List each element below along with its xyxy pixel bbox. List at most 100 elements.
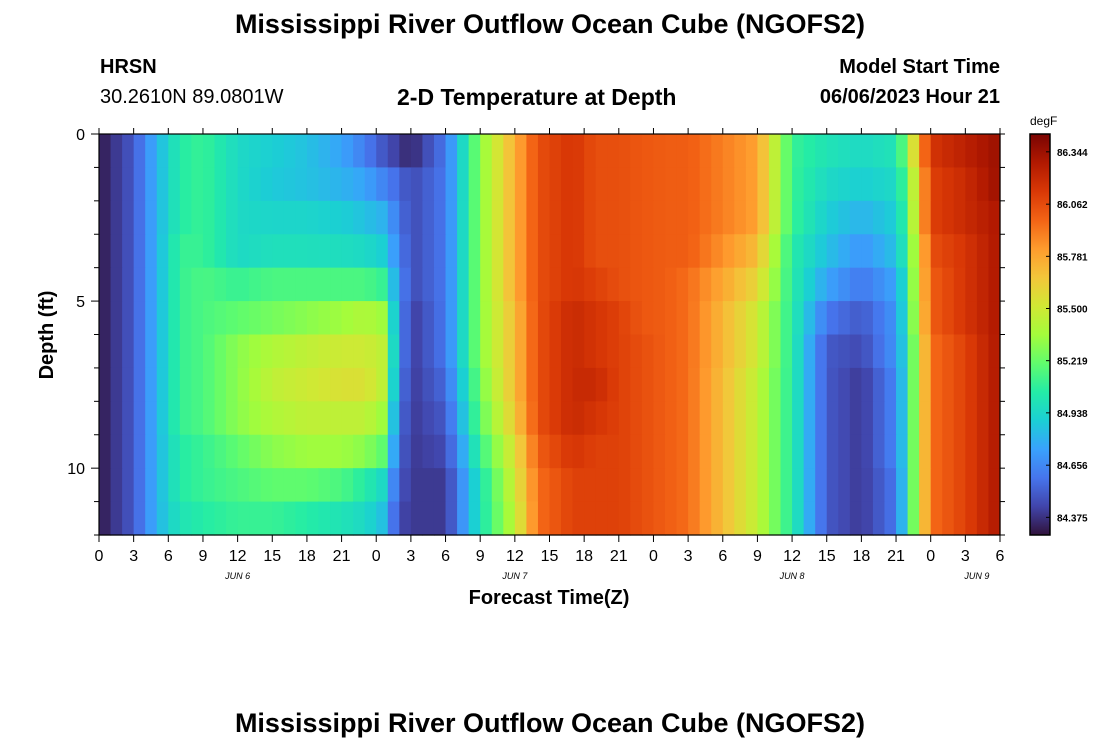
heatmap-cell (849, 301, 862, 336)
heatmap-cell (272, 334, 285, 369)
heatmap-cell (537, 334, 551, 369)
heatmap-cell (156, 301, 169, 336)
heatmap-cell (930, 367, 943, 402)
heatmap-cell (953, 401, 966, 436)
heatmap-cell (283, 334, 296, 369)
heatmap-cell (468, 367, 481, 402)
heatmap-cell (110, 468, 123, 503)
heatmap-cell (988, 200, 1001, 235)
heatmap-cell (549, 434, 562, 469)
heatmap-cell (953, 367, 966, 402)
heatmap-cell (272, 134, 285, 169)
heatmap-cell (965, 401, 978, 436)
heatmap-cell (919, 334, 932, 369)
heatmap-cell (156, 234, 169, 269)
heatmap-cell (792, 200, 805, 235)
heatmap-cell (202, 468, 216, 503)
heatmap-cell (976, 334, 990, 369)
x-tick-label: 3 (129, 548, 138, 565)
heatmap-cell (792, 334, 805, 369)
heatmap-cell (318, 167, 331, 202)
heatmap-cell (122, 367, 135, 402)
heatmap-cell (838, 367, 851, 402)
colorbar-tick-label: 84.938 (1057, 409, 1088, 420)
heatmap-cell (341, 401, 354, 436)
heatmap-cell (849, 468, 862, 503)
heatmap-cell (468, 501, 481, 536)
heatmap-cell (364, 134, 377, 169)
heatmap-cell (364, 468, 377, 503)
heatmap-cell (318, 401, 331, 436)
heatmap-cell (387, 134, 400, 169)
heatmap-cell (99, 200, 112, 235)
heatmap-cell (919, 167, 932, 202)
heatmap-cell (861, 367, 874, 402)
heatmap-cell (930, 501, 943, 536)
heatmap-cell (122, 200, 135, 235)
heatmap-cell (711, 367, 724, 402)
heatmap-cell (260, 134, 273, 169)
heatmap-cell (457, 468, 470, 503)
heatmap-cell (896, 367, 909, 402)
heatmap-cell (237, 334, 250, 369)
heatmap-cell (768, 301, 782, 336)
heatmap-cell (526, 134, 539, 169)
heatmap-cell (584, 301, 597, 336)
heatmap-cell (976, 134, 990, 169)
heatmap-cell (422, 468, 435, 503)
heatmap-cell (318, 301, 331, 336)
x-tick-label: 12 (229, 548, 247, 565)
heatmap-cell (457, 301, 470, 336)
heatmap-cell (768, 334, 782, 369)
heatmap-cell (768, 501, 782, 536)
heatmap-cell (110, 334, 123, 369)
heatmap-cell (99, 468, 112, 503)
heatmap-cell (260, 167, 273, 202)
heatmap-cell (237, 267, 250, 302)
heatmap-cell (272, 401, 285, 436)
heatmap-cell (110, 167, 123, 202)
heatmap-cell (226, 167, 239, 202)
heatmap-cell (503, 501, 516, 536)
heatmap-cell (526, 301, 539, 336)
heatmap-cell (457, 334, 470, 369)
heatmap-cell (330, 401, 343, 436)
heatmap-cell (145, 134, 158, 169)
heatmap-cell (410, 367, 424, 402)
heatmap-cell (734, 200, 747, 235)
heatmap-cell (433, 267, 447, 302)
y-axis-label: Depth (ft) (36, 291, 58, 380)
heatmap-cell (341, 134, 354, 169)
heatmap-cell (907, 468, 920, 503)
y-tick-label: 5 (76, 294, 85, 311)
heatmap-cell (561, 468, 574, 503)
heatmap-cell (942, 468, 955, 503)
heatmap-cell (318, 468, 331, 503)
heatmap-cell (445, 134, 458, 169)
heatmap-cell (249, 167, 262, 202)
heatmap-cell (260, 334, 273, 369)
heatmap-cell (156, 134, 169, 169)
heatmap-cell (514, 468, 527, 503)
heatmap-cell (110, 434, 123, 469)
heatmap-cell (919, 267, 932, 302)
heatmap-cell (988, 501, 1001, 536)
heatmap-cell (953, 267, 966, 302)
heatmap-cell (353, 434, 366, 469)
heatmap-cell (491, 234, 504, 269)
heatmap-cell (595, 434, 608, 469)
heatmap-cell (272, 367, 285, 402)
heatmap-cell (676, 200, 689, 235)
heatmap-cell (676, 468, 689, 503)
heatmap-cell (191, 401, 204, 436)
heatmap-cell (734, 434, 747, 469)
heatmap-cell (584, 501, 597, 536)
heatmap-cell (722, 501, 735, 536)
heatmap-cell (503, 434, 516, 469)
heatmap-cell (896, 434, 909, 469)
heatmap-cell (237, 501, 250, 536)
heatmap-cell (584, 468, 597, 503)
x-tick-label: 9 (199, 548, 208, 565)
heatmap-cell (595, 134, 608, 169)
heatmap-cell (699, 267, 712, 302)
